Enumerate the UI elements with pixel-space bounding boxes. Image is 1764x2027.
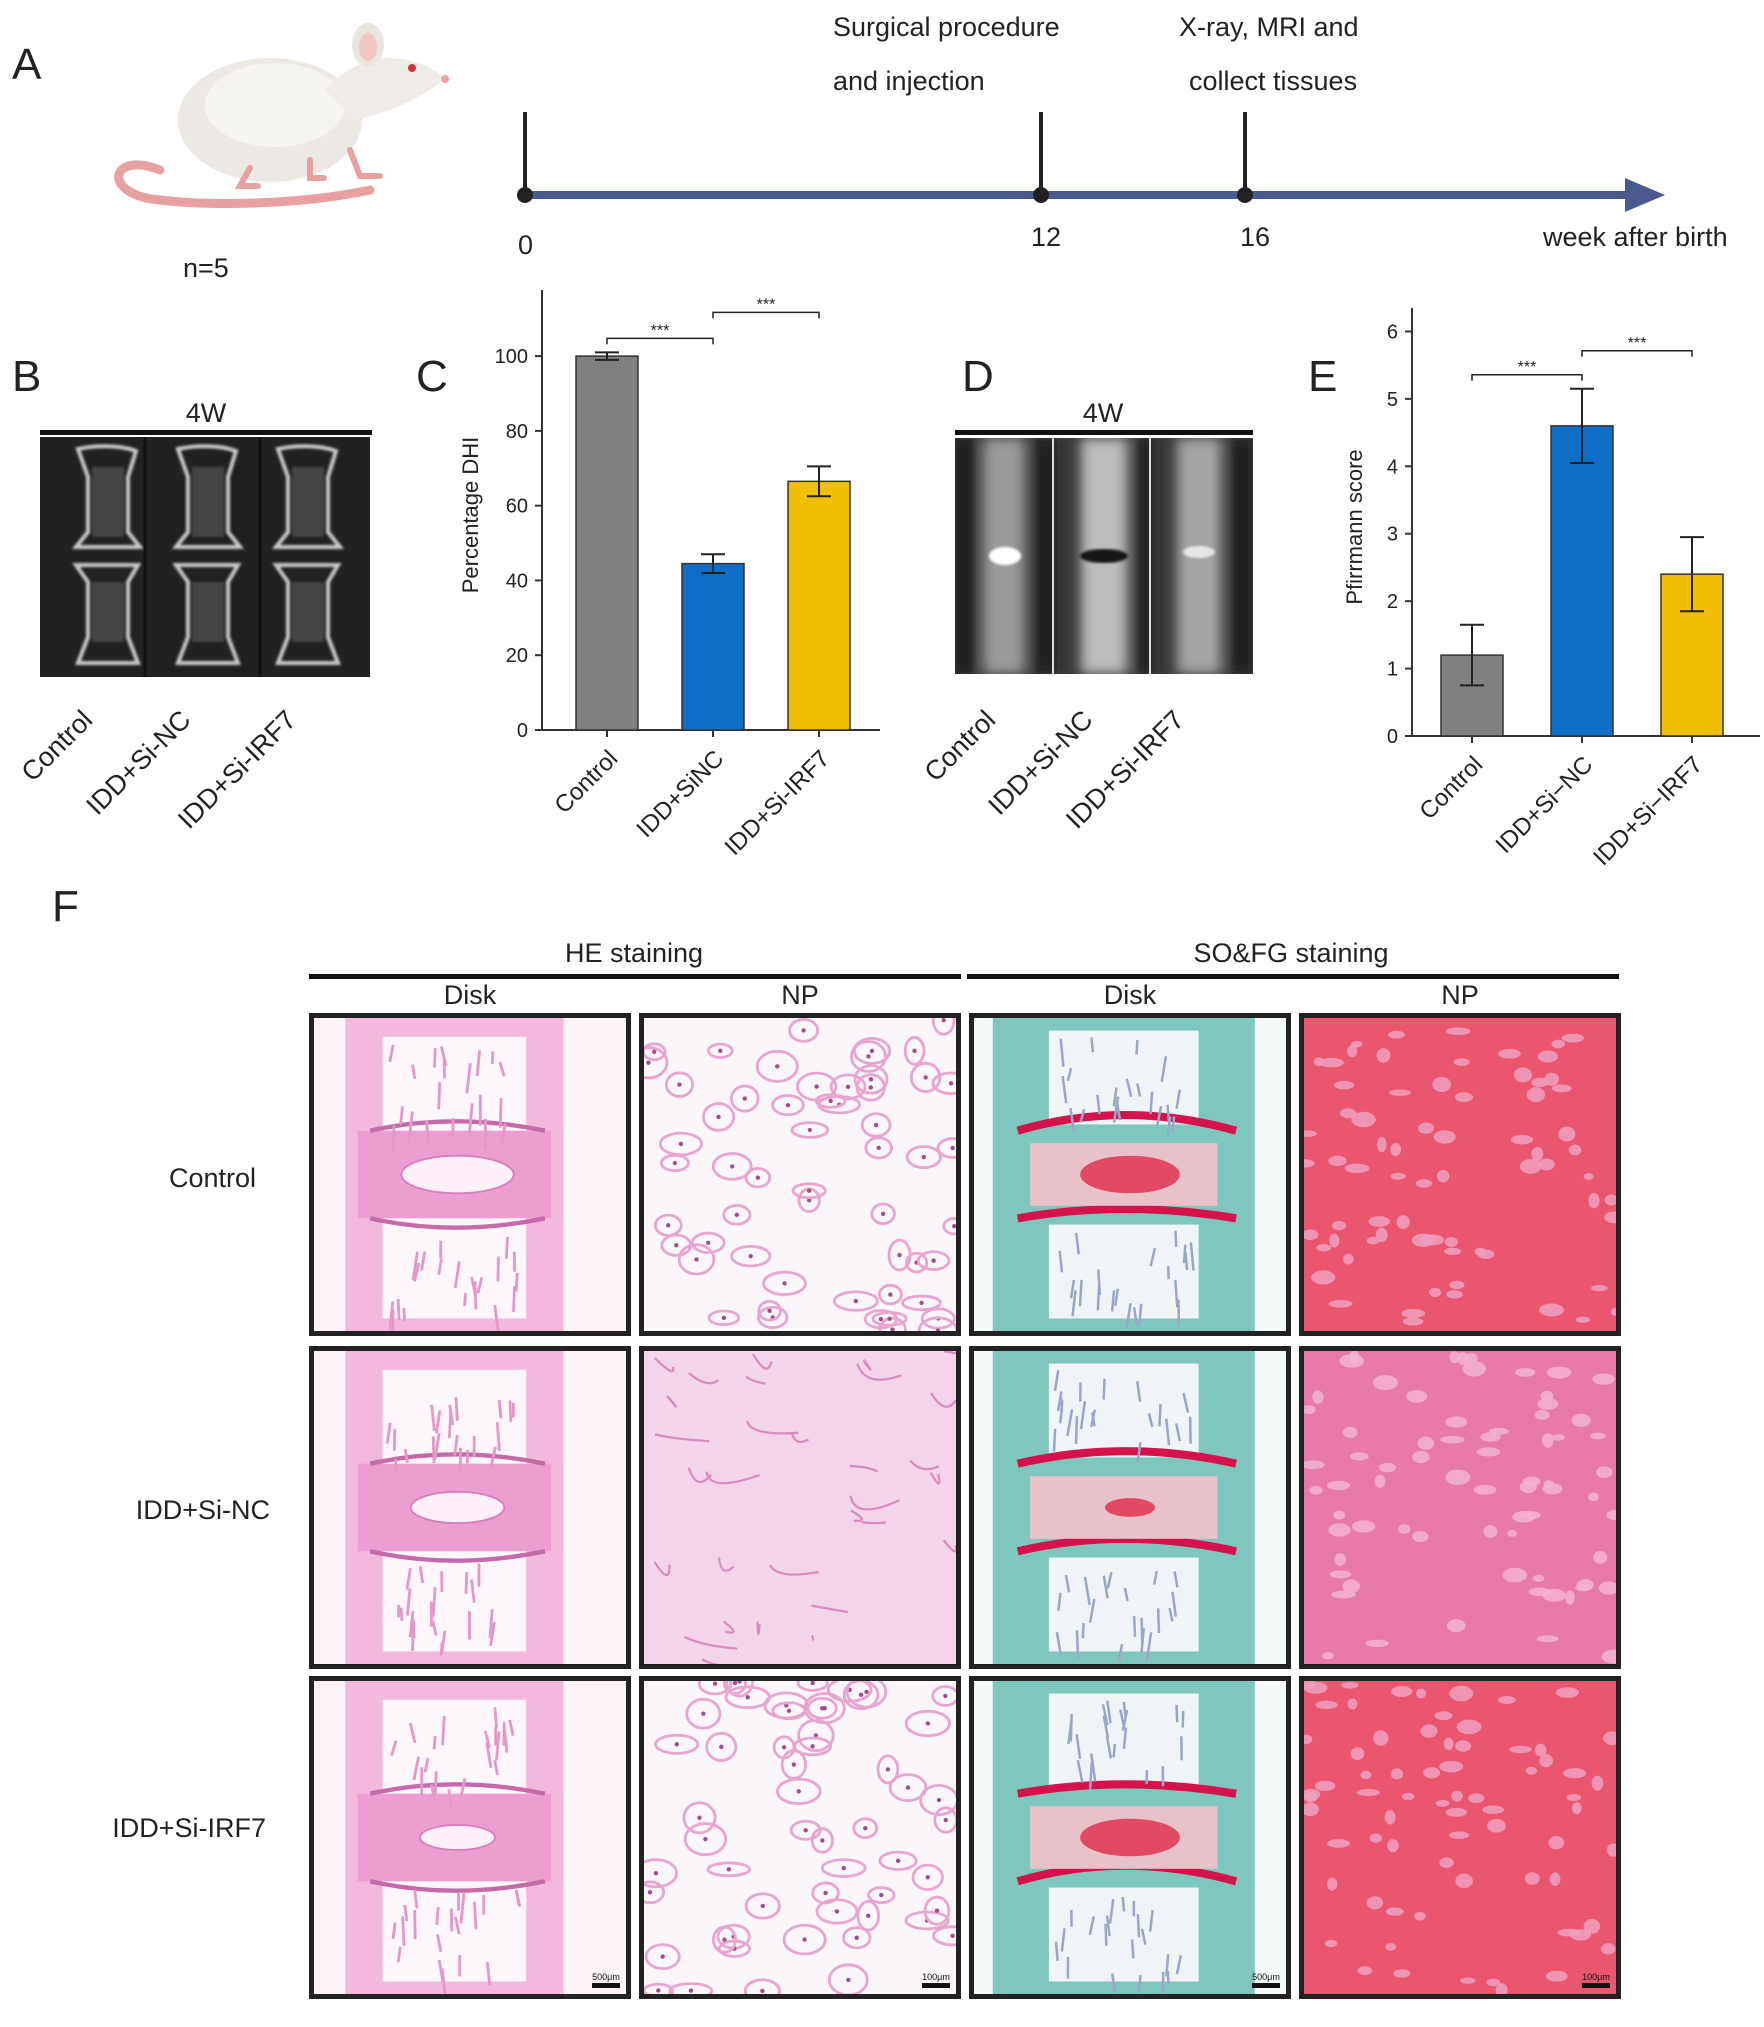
event-imaging-line1: X-ray, MRI and [1179,12,1359,42]
bar [1550,425,1614,737]
timeline-tick-0: 0 [518,230,534,260]
col-header-he-np: NP [781,980,819,1010]
y-tick-label: 6 [1387,321,1398,343]
significance-bracket [606,337,714,345]
y-tick-label: 4 [1387,456,1398,478]
rat-illustration [114,23,449,208]
xray-image [40,437,370,677]
histology-sofg-np-row1 [1299,1013,1621,1336]
mri-label-control: Control [918,704,1002,788]
y-tick-label: 5 [1387,389,1398,411]
panel-letter-c: C [416,352,448,401]
x-tick-label: Control [549,745,623,819]
histology-sofg-np-row3: 100μm [1299,1676,1621,1999]
significance-label: *** [1628,335,1647,352]
x-tick-label: IDD+Si−NC [1490,751,1598,859]
histology-sofg-disk-row1 [969,1013,1291,1336]
col-header-sofg-np: NP [1441,980,1479,1010]
histology-he-disk-row1 [309,1013,631,1336]
xray-time-label: 4W [185,398,227,428]
he-header-bar [309,974,961,979]
significance-bracket [1581,350,1693,357]
significance-bracket [712,311,820,319]
bar [681,562,745,731]
x-tick-label: Control [1414,751,1488,825]
x-tick-label: IDD+SiNC [631,745,729,843]
chart-dhi: 0 20 40 60 80 100 Percentage DHI Control IDD+SiN… [458,290,880,860]
y-axis-label: Percentage DHI [458,437,483,594]
row-label-idd-sinc: IDD+Si-NC [135,1495,270,1525]
histology-sofg-disk-row2 [969,1346,1291,1669]
xray-header-bar [40,430,372,435]
event-surgery-line2: and injection [833,66,985,96]
sample-size-label: n=5 [183,253,229,283]
y-tick-label: 40 [506,570,528,592]
col-header-he-disk: Disk [443,980,497,1010]
scale-bar-label: 500μm [1252,1972,1280,1982]
panel-letter-b: B [12,352,42,401]
event-imaging-line2: collect tissues [1189,66,1358,96]
bar [575,355,639,731]
col-header-sofg-disk: Disk [1103,980,1157,1010]
scale-bar: 500μm [1252,1972,1280,1988]
histology-sofg-np-row2 [1299,1346,1621,1669]
timeline-tick-12: 12 [1031,222,1062,252]
significance-bracket [1471,374,1583,381]
y-tick-label: 80 [506,421,528,443]
sofg-header-bar [967,974,1619,979]
histology-he-disk-row3: 500μm [309,1676,631,1999]
scale-bar-label: 100μm [922,1972,950,1982]
y-tick-label: 0 [517,720,528,742]
row-label-idd-siirf7: IDD+Si-IRF7 [112,1813,266,1843]
he-staining-header: HE staining [564,938,704,968]
y-tick-label: 0 [1387,726,1398,748]
histology-he-np-row2 [639,1346,961,1669]
y-tick-label: 1 [1387,659,1398,681]
significance-label: *** [651,322,670,339]
y-tick-label: 2 [1387,591,1398,613]
chart-pfirrmann: 0 1 2 3 4 5 6 Pfirrmann score Control IDD+Si−NCID… [1342,308,1760,871]
xray-label-idd-sinc: IDD+Si-NC [80,704,197,821]
x-tick-label: IDD+Si−IRF7 [1588,751,1708,871]
row-label-control: Control [168,1163,256,1193]
panel-letter-e: E [1308,352,1338,401]
timeline-axis [517,112,1665,212]
mri-time-label: 4W [1082,398,1124,428]
sofg-staining-header: SO&FG staining [1193,938,1389,968]
significance-label: *** [1518,359,1537,376]
timeline-axis-label: week after birth [1543,222,1728,252]
panel-letter-f: F [52,882,79,931]
timeline-tick-16: 16 [1240,222,1271,252]
histology-he-disk-row2 [309,1346,631,1669]
mri-image [955,438,1253,674]
significance-label: *** [757,296,776,313]
bar [787,480,851,731]
scale-bar: 500μm [592,1972,620,1988]
y-tick-label: 100 [495,346,528,368]
panel-letter-d: D [962,352,994,401]
histology-sofg-disk-row3: 500μm [969,1676,1291,1999]
scale-bar-label: 500μm [592,1972,620,1982]
histology-he-np-row3: 100μm [639,1676,961,1999]
x-tick-label: IDD+Si-IRF7 [719,745,835,860]
panel-letter-a: A [12,40,42,89]
y-tick-label: 60 [506,496,528,518]
mri-header-bar [955,430,1253,435]
xray-label-control: Control [15,704,99,788]
histology-he-np-row1 [639,1013,961,1336]
y-tick-label: 20 [506,645,528,667]
scale-bar: 100μm [922,1972,950,1988]
y-tick-label: 3 [1387,524,1398,546]
scale-bar-label: 100μm [1582,1972,1610,1982]
event-surgery-line1: Surgical procedure [833,12,1060,42]
scale-bar: 100μm [1582,1972,1610,1988]
y-axis-label: Pfirrmann score [1342,449,1367,604]
